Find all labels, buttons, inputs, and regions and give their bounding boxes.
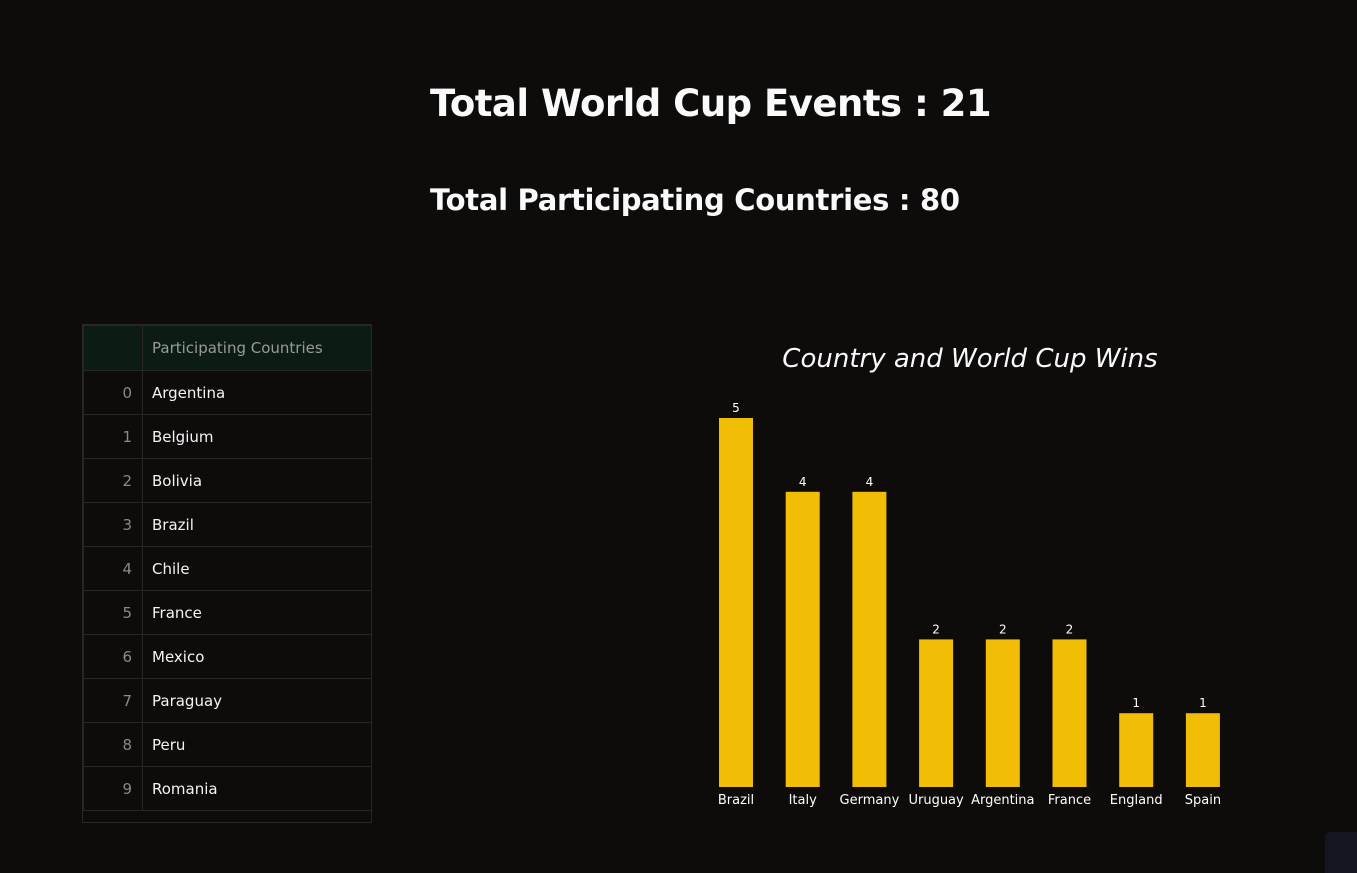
x-tick-label: France: [1048, 793, 1091, 808]
x-tick-label: Brazil: [718, 793, 754, 808]
table-row[interactable]: 7 Paraguay: [83, 678, 371, 723]
bar-value-label: 5: [732, 401, 740, 415]
table-header-row: Participating Countries: [83, 325, 371, 371]
bar-england: [1119, 713, 1154, 787]
row-index-cell[interactable]: 0: [83, 370, 143, 415]
table-row[interactable]: 1 Belgium: [83, 414, 371, 459]
row-index-cell[interactable]: 7: [83, 678, 143, 723]
country-cell[interactable]: Belgium: [142, 414, 371, 459]
row-index-cell[interactable]: 1: [83, 414, 143, 459]
bar-value-label: 2: [999, 622, 1007, 636]
bar-argentina: [985, 639, 1020, 787]
country-cell[interactable]: France: [142, 590, 371, 635]
row-index-cell[interactable]: 6: [83, 634, 143, 679]
x-tick-label: Spain: [1185, 793, 1221, 808]
country-cell[interactable]: Brazil: [142, 502, 371, 547]
country-cell[interactable]: Argentina: [142, 370, 371, 415]
country-cell[interactable]: Peru: [142, 722, 371, 767]
bar-value-label: 1: [1132, 696, 1140, 710]
bar-value-label: 2: [1066, 622, 1074, 636]
x-tick-label: Uruguay: [908, 793, 964, 808]
bar-italy: [785, 491, 820, 787]
bar-france: [1052, 639, 1087, 787]
bar-value-label: 2: [932, 622, 940, 636]
countries-column-header[interactable]: Participating Countries: [142, 325, 371, 371]
x-tick-label: Germany: [840, 793, 900, 808]
total-countries-heading: Total Participating Countries : 80: [430, 183, 960, 217]
row-index-cell[interactable]: 8: [83, 722, 143, 767]
world-cup-wins-chart: Country and World Cup Wins 5 Brazil 4 Italy…: [718, 344, 1221, 808]
country-cell[interactable]: Chile: [142, 546, 371, 591]
participating-countries-table[interactable]: Participating Countries 0 Argentina 1 Belgi…: [82, 324, 372, 823]
bar-value-label: 1: [1199, 696, 1207, 710]
country-cell[interactable]: Paraguay: [142, 678, 371, 723]
table-row[interactable]: 0 Argentina: [83, 370, 371, 415]
x-tick-label: Italy: [789, 793, 818, 808]
corner-widget: [1325, 832, 1357, 873]
table-row[interactable]: 3 Brazil: [83, 502, 371, 547]
row-index-cell[interactable]: 5: [83, 590, 143, 635]
bar-germany: [852, 491, 887, 787]
x-tick-label: Argentina: [971, 793, 1034, 808]
bar-brazil: [719, 418, 753, 787]
total-events-heading: Total World Cup Events : 21: [430, 82, 992, 125]
row-index-cell[interactable]: 9: [83, 766, 143, 811]
country-cell[interactable]: Romania: [142, 766, 371, 811]
table-row[interactable]: 6 Mexico: [83, 634, 371, 679]
row-index-cell[interactable]: 4: [83, 546, 143, 591]
x-tick-label: England: [1110, 793, 1163, 808]
chart-title: Country and World Cup Wins: [782, 344, 1157, 374]
bar-value-label: 4: [866, 475, 874, 489]
country-cell[interactable]: Bolivia: [142, 458, 371, 503]
table-row[interactable]: 2 Bolivia: [83, 458, 371, 503]
row-index-cell[interactable]: 2: [83, 458, 143, 503]
table-row[interactable]: 5 France: [83, 590, 371, 635]
bar-spain: [1185, 713, 1220, 787]
table-row[interactable]: 9 Romania: [83, 766, 371, 811]
bar-group: 5 Brazil 4 Italy 4 Germany 2 Uruguay 2 Argentina 2…: [718, 401, 1221, 808]
index-column-header[interactable]: [83, 325, 143, 371]
table-row[interactable]: 8 Peru: [83, 722, 371, 767]
bar-uruguay: [919, 639, 954, 787]
country-cell[interactable]: Mexico: [142, 634, 371, 679]
table-body: 0 Argentina 1 Belgium 2 Bolivia 3 Brazil 4 Chile 5…: [83, 370, 371, 811]
table-row[interactable]: 4 Chile: [83, 546, 371, 591]
row-index-cell[interactable]: 3: [83, 502, 143, 547]
bar-value-label: 4: [799, 475, 807, 489]
